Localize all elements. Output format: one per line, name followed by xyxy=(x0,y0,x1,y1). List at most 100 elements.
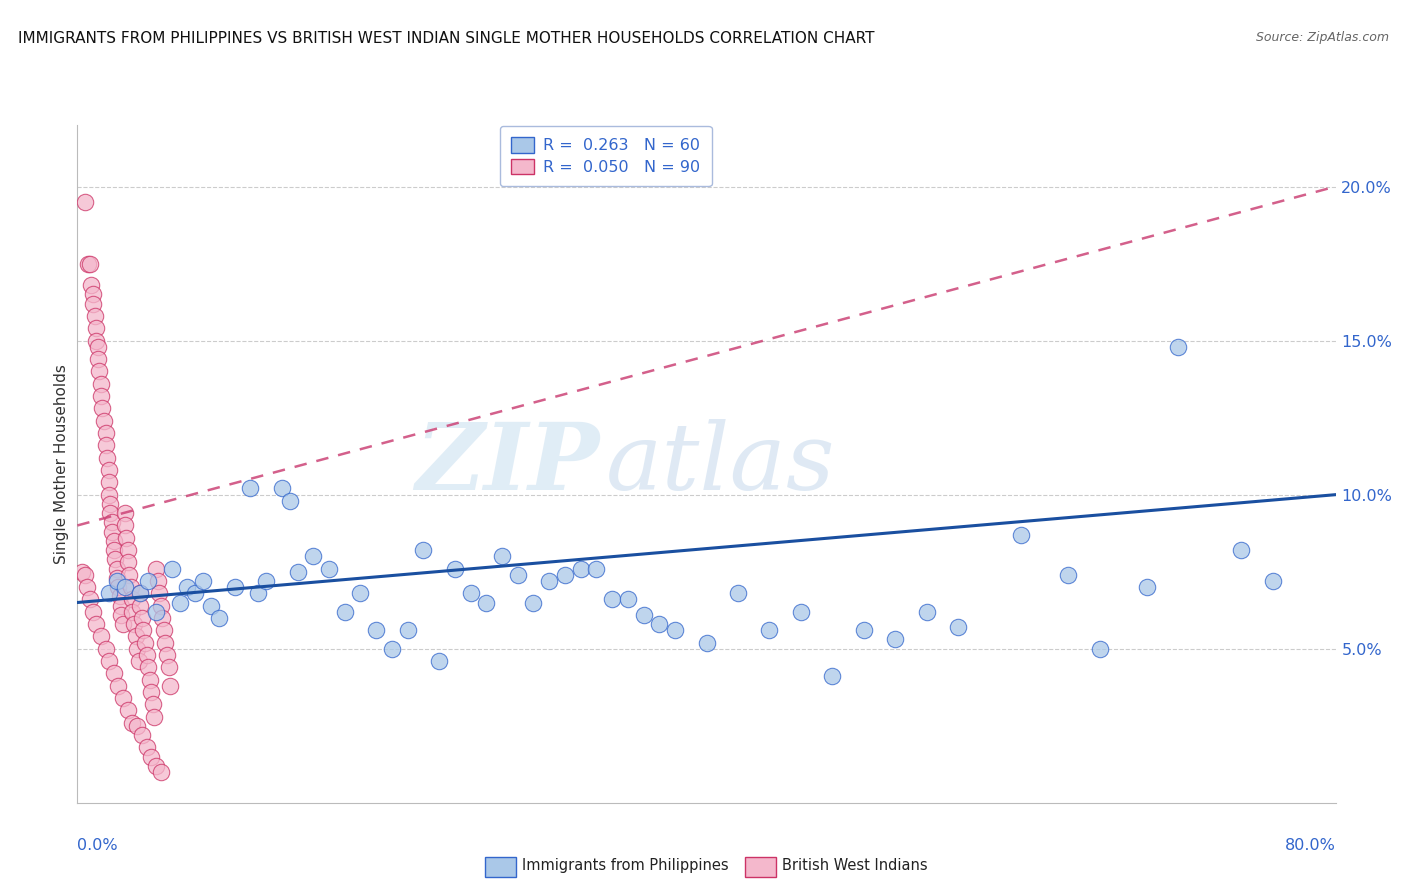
Point xyxy=(270,482,292,496)
Point xyxy=(254,574,277,588)
Point xyxy=(94,641,117,656)
Point xyxy=(97,654,120,668)
Point xyxy=(381,641,404,656)
Point xyxy=(141,749,163,764)
Point xyxy=(145,759,167,773)
Point xyxy=(600,592,623,607)
Point xyxy=(118,567,141,582)
Text: British West Indians: British West Indians xyxy=(782,858,928,872)
Point xyxy=(427,654,450,668)
Point xyxy=(94,438,117,452)
Point xyxy=(1261,574,1284,588)
Point xyxy=(111,617,134,632)
Point xyxy=(247,586,270,600)
Point xyxy=(90,389,112,403)
Text: ZIP: ZIP xyxy=(415,419,599,508)
Point xyxy=(83,309,105,323)
Point xyxy=(491,549,513,564)
Point xyxy=(155,635,177,649)
Point xyxy=(412,543,434,558)
Text: Immigrants from Philippines: Immigrants from Philippines xyxy=(522,858,728,872)
Point xyxy=(149,764,172,779)
Point xyxy=(444,561,467,575)
Text: 80.0%: 80.0% xyxy=(1285,838,1336,853)
Point xyxy=(617,592,640,607)
Point xyxy=(1010,527,1032,541)
Point xyxy=(148,586,170,600)
Point xyxy=(87,352,110,367)
Point xyxy=(124,629,146,643)
Point xyxy=(475,595,498,609)
Point xyxy=(115,531,138,545)
Point xyxy=(117,703,139,717)
Point xyxy=(105,571,128,585)
Point xyxy=(104,552,127,566)
Point xyxy=(157,660,180,674)
Point xyxy=(103,533,125,548)
Point xyxy=(852,624,875,638)
Point xyxy=(153,624,176,638)
Point xyxy=(111,691,134,706)
Point xyxy=(145,561,167,575)
Point xyxy=(143,709,166,723)
Text: IMMIGRANTS FROM PHILIPPINES VS BRITISH WEST INDIAN SINGLE MOTHER HOUSEHOLDS CORR: IMMIGRANTS FROM PHILIPPINES VS BRITISH W… xyxy=(18,31,875,46)
Point xyxy=(108,590,131,604)
Point xyxy=(821,669,844,683)
Point xyxy=(131,728,153,742)
Point xyxy=(727,586,749,600)
Legend: R =  0.263   N = 60, R =  0.050   N = 90: R = 0.263 N = 60, R = 0.050 N = 90 xyxy=(501,126,711,186)
Point xyxy=(94,425,117,440)
Point xyxy=(97,586,120,600)
Point xyxy=(145,605,167,619)
Point xyxy=(131,611,153,625)
Point xyxy=(82,605,104,619)
Point xyxy=(136,574,159,588)
Point xyxy=(129,599,152,613)
Point xyxy=(107,679,129,693)
Point xyxy=(117,556,139,570)
Point xyxy=(149,599,172,613)
Point xyxy=(121,605,143,619)
Point xyxy=(105,561,128,575)
Point xyxy=(1136,580,1159,594)
Point xyxy=(648,617,671,632)
Point xyxy=(159,679,181,693)
Point xyxy=(302,549,325,564)
Point xyxy=(160,561,183,575)
Point xyxy=(97,463,120,477)
Point xyxy=(84,334,107,348)
Point xyxy=(522,595,544,609)
Point xyxy=(506,567,529,582)
Point xyxy=(121,592,143,607)
Point xyxy=(538,574,561,588)
Text: 0.0%: 0.0% xyxy=(77,838,118,853)
Point xyxy=(915,605,938,619)
Point xyxy=(84,321,107,335)
Point xyxy=(224,580,246,594)
Point xyxy=(127,719,149,733)
Point xyxy=(138,673,160,687)
Point xyxy=(278,493,301,508)
Point xyxy=(122,617,145,632)
Point xyxy=(97,488,120,502)
Point xyxy=(105,574,128,588)
Point xyxy=(117,543,139,558)
Text: atlas: atlas xyxy=(606,419,835,508)
Point xyxy=(114,518,136,533)
Point xyxy=(134,635,156,649)
Point xyxy=(142,697,165,711)
Point xyxy=(184,586,207,600)
Point xyxy=(127,641,149,656)
Point xyxy=(121,715,143,730)
Point xyxy=(1088,641,1111,656)
Point xyxy=(318,561,340,575)
Point xyxy=(176,580,198,594)
Point xyxy=(758,624,780,638)
Point xyxy=(191,574,215,588)
Point xyxy=(110,607,132,622)
Point xyxy=(554,567,576,582)
Point xyxy=(136,660,159,674)
Point xyxy=(79,592,101,607)
Point xyxy=(132,624,155,638)
Point xyxy=(129,586,152,600)
